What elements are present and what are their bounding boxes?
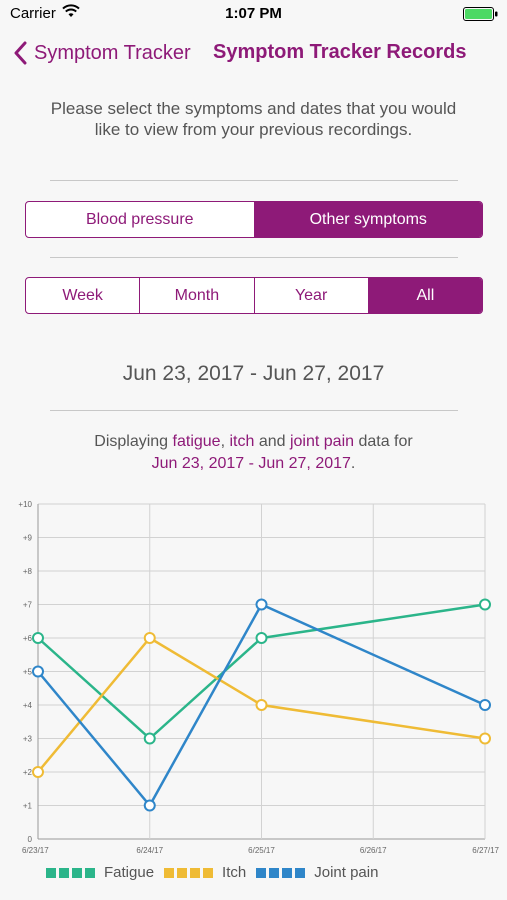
data-point-itch	[255, 699, 268, 711]
segment-blood-pressure[interactable]: Blood pressure	[85, 210, 194, 228]
data-point-fatigue	[255, 632, 268, 644]
y-tick-label: +8	[23, 567, 33, 576]
x-tick-label: 6/27/17	[472, 846, 499, 855]
display-symptom-itch: itch	[229, 433, 255, 450]
period-segmented-control: Week Month Year All	[25, 277, 483, 314]
y-tick-label: +10	[18, 500, 32, 509]
data-point-itch	[143, 632, 156, 644]
legend-label: Fatigue	[104, 864, 155, 881]
legend-item-fatigue: Fatigue	[46, 864, 154, 881]
category-segmented-control: Blood pressure Other symptoms	[25, 201, 483, 238]
display-suffix: data for	[354, 433, 413, 450]
x-tick-label: 6/23/17	[22, 846, 49, 855]
display-prefix: Displaying	[94, 433, 173, 450]
battery-icon	[463, 7, 499, 21]
display-end: .	[350, 455, 356, 472]
y-tick-label: 0	[28, 835, 33, 844]
carrier-label: Carrier	[10, 5, 56, 22]
status-time: 1:07 PM	[225, 5, 282, 22]
segment-all[interactable]: All	[367, 278, 482, 313]
display-sep: and	[254, 433, 290, 450]
legend-swatch	[256, 867, 308, 878]
data-point-fatigue	[32, 632, 44, 644]
legend-label: Joint pain	[314, 864, 379, 881]
wifi-icon	[62, 4, 80, 22]
segment-week[interactable]: Week	[62, 286, 103, 304]
chart-legend: Fatigue Itch Joint pain	[46, 864, 388, 881]
x-tick-label: 6/25/17	[248, 846, 275, 855]
back-button[interactable]: Symptom Tracker	[14, 38, 191, 68]
data-point-joint-pain	[143, 799, 156, 812]
x-tick-label: 6/26/17	[360, 846, 387, 855]
data-point-joint-pain	[479, 699, 491, 711]
y-tick-label: +3	[23, 735, 33, 744]
display-summary: Displaying fatigue, itch and joint pain …	[0, 431, 507, 475]
back-button-label: Symptom Tracker	[34, 41, 191, 64]
segment-year[interactable]: Year	[253, 278, 368, 313]
page-title: Symptom Tracker Records	[213, 41, 467, 63]
display-sep: ,	[220, 433, 230, 450]
display-symptom-fatigue: fatigue	[172, 433, 221, 450]
display-range: Jun 23, 2017 - Jun 27, 2017	[151, 455, 351, 472]
y-tick-label: +4	[23, 701, 33, 710]
y-tick-label: +5	[23, 668, 33, 677]
data-point-fatigue	[479, 598, 491, 611]
series-line-joint-pain	[37, 602, 486, 808]
legend-item-joint-pain: Joint pain	[256, 864, 378, 881]
chevron-left-icon	[14, 41, 27, 65]
intro-text: Please select the symptoms and dates tha…	[50, 99, 457, 139]
status-bar: Carrier 1:07 PM	[0, 0, 507, 28]
y-tick-label: +2	[23, 768, 33, 777]
divider	[50, 180, 458, 181]
divider	[50, 257, 458, 258]
display-symptom-joint-pain: joint pain	[289, 433, 355, 450]
series-line-fatigue	[37, 603, 486, 741]
data-point-joint-pain	[255, 598, 268, 611]
segment-month[interactable]: Month	[139, 278, 253, 313]
data-point-fatigue	[143, 732, 156, 745]
series-line-itch	[37, 636, 486, 773]
y-tick-label: +7	[23, 601, 33, 610]
symptom-line-chart: 0 +1 +2 +3 +4 +5 +6 +7 +8 +9 +10 6/23/17 6/24/17 6/25…	[18, 500, 499, 855]
data-point-itch	[479, 732, 491, 745]
date-range-label: Jun 23, 2017 - Jun 27, 2017	[122, 362, 385, 385]
y-tick-label: +1	[23, 802, 33, 811]
legend-item-itch: Itch	[164, 864, 246, 881]
y-tick-label: +6	[23, 634, 33, 643]
navigation-bar: Symptom Tracker Symptom Tracker Records	[0, 28, 507, 80]
legend-swatch	[164, 867, 216, 878]
legend-swatch	[46, 867, 98, 878]
legend-label: Itch	[222, 864, 247, 881]
segment-other-symptoms[interactable]: Other symptoms	[253, 202, 482, 237]
data-point-itch	[32, 766, 44, 778]
divider	[50, 410, 458, 411]
y-tick-label: +9	[23, 534, 33, 543]
x-tick-label: 6/24/17	[136, 846, 163, 855]
data-point-joint-pain	[32, 665, 44, 678]
